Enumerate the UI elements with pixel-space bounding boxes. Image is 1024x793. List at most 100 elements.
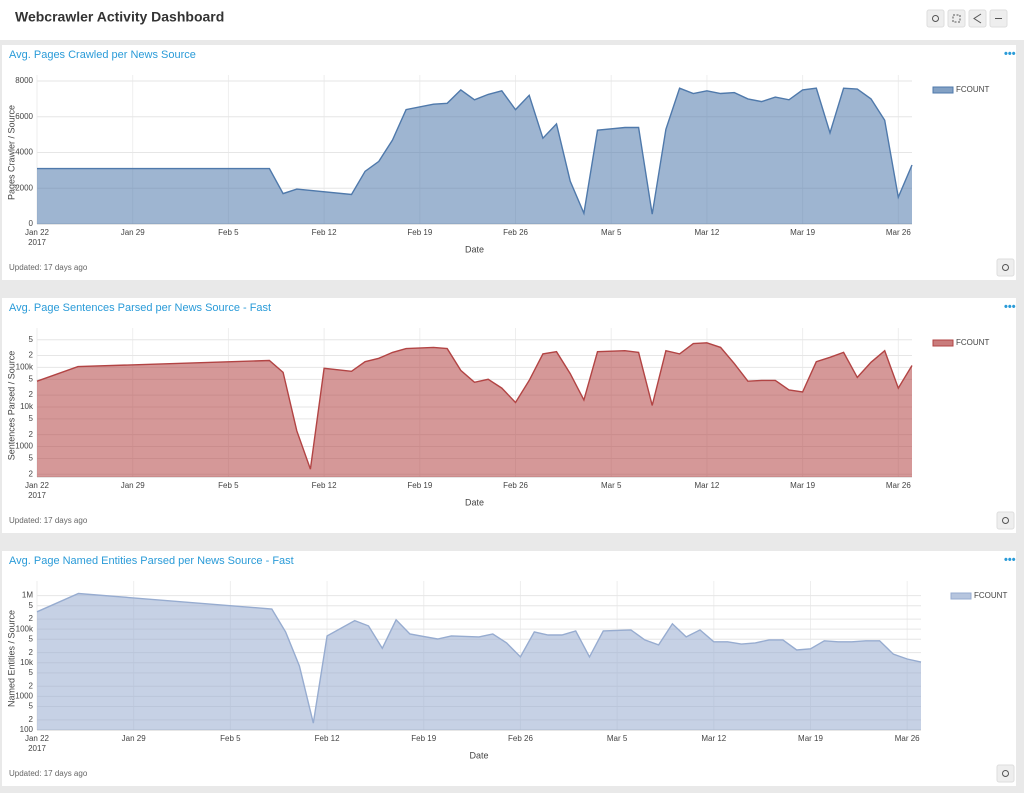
legend-label: FCOUNT <box>956 85 989 94</box>
legend-swatch <box>932 339 954 347</box>
panel-refresh-icon <box>1002 517 1009 524</box>
refresh-icon <box>932 15 939 22</box>
x-axis-label: Date <box>465 497 484 507</box>
panel-title: Avg. Page Sentences Parsed per News Sour… <box>9 302 271 314</box>
y-tick-label: 10k <box>20 402 34 411</box>
y-axis-label: Sentences Parsed / Source <box>6 351 16 461</box>
x-tick-label: Jan 22 <box>25 228 50 237</box>
x-tick-label: Feb 26 <box>503 228 528 237</box>
y-tick-label: 2000 <box>15 183 33 192</box>
fullscreen-icon <box>952 14 961 23</box>
x-tick-label: Jan 22 <box>25 734 50 743</box>
x-tick-label: Mar 26 <box>886 481 911 490</box>
x-tick-year: 2017 <box>28 744 46 753</box>
y-tick-label: 1000 <box>15 442 33 451</box>
panel-refresh-button[interactable] <box>996 511 1015 530</box>
x-tick-label: Feb 5 <box>218 481 239 490</box>
y-tick-label: 5 <box>29 414 34 423</box>
x-tick-label: Feb 19 <box>407 228 432 237</box>
panel-refresh-button[interactable] <box>996 258 1015 277</box>
fullscreen-button[interactable] <box>947 9 966 28</box>
x-tick-year: 2017 <box>28 238 46 247</box>
y-tick-label: 0 <box>29 219 34 228</box>
legend-label: FCOUNT <box>956 338 989 347</box>
panel: Avg. Page Named Entities Parsed per News… <box>2 551 1016 786</box>
x-tick-label: Feb 5 <box>220 734 241 743</box>
y-tick-label: 100k <box>16 363 34 372</box>
y-tick-label: 10k <box>20 658 34 667</box>
y-tick-label: 5 <box>29 702 34 711</box>
x-tick-year: 2017 <box>28 491 46 500</box>
x-tick-label: Mar 12 <box>701 734 726 743</box>
refresh-button[interactable] <box>926 9 945 28</box>
y-axis-label: Named Entities / Source <box>6 610 16 707</box>
y-tick-label: 1000 <box>15 692 33 701</box>
y-tick-label: 5 <box>29 454 34 463</box>
panel: Avg. Pages Crawled per News Source ••• Jan… <box>2 45 1016 280</box>
x-tick-label: Feb 19 <box>407 481 432 490</box>
y-tick-label: 6000 <box>15 112 33 121</box>
y-tick-label: 100 <box>20 725 34 734</box>
legend-swatch <box>932 86 954 94</box>
y-tick-label: 2 <box>29 469 34 478</box>
panel-refresh-icon <box>1002 770 1009 777</box>
x-tick-label: Jan 29 <box>122 734 147 743</box>
y-tick-label: 2 <box>29 681 34 690</box>
x-tick-label: Mar 26 <box>886 228 911 237</box>
y-tick-label: 5 <box>29 634 34 643</box>
area-fill <box>37 593 921 730</box>
x-tick-label: Mar 26 <box>895 734 920 743</box>
y-tick-label: 2 <box>29 614 34 623</box>
y-tick-label: 5 <box>29 374 34 383</box>
panel-menu[interactable]: ••• <box>1004 301 1016 313</box>
share-button[interactable] <box>968 9 987 28</box>
y-tick-label: 5 <box>29 335 34 344</box>
area-line <box>36 592 922 724</box>
x-tick-label: Mar 19 <box>798 734 823 743</box>
x-axis-label: Date <box>465 244 484 254</box>
area-fill <box>37 342 912 477</box>
x-tick-label: Mar 5 <box>607 734 628 743</box>
panel-footer: Updated: 17 days ago <box>9 769 88 778</box>
panel-title: Avg. Pages Crawled per News Source <box>9 49 196 61</box>
panel-footer: Updated: 17 days ago <box>9 516 88 525</box>
panel: Avg. Page Sentences Parsed per News Sour… <box>2 298 1016 533</box>
area-line <box>37 87 913 216</box>
x-tick-label: Feb 5 <box>218 228 239 237</box>
x-tick-label: Feb 12 <box>315 734 340 743</box>
dashboard-title: Webcrawler Activity Dashboard <box>15 9 224 25</box>
y-tick-label: 2 <box>29 430 34 439</box>
x-tick-label: Mar 19 <box>790 481 815 490</box>
x-tick-label: Feb 19 <box>411 734 436 743</box>
x-tick-label: Feb 12 <box>312 228 337 237</box>
header-bar <box>0 0 1024 40</box>
x-tick-label: Mar 19 <box>790 228 815 237</box>
y-tick-label: 1M <box>22 591 33 600</box>
y-tick-label: 100k <box>16 624 34 633</box>
y-tick-label: 2 <box>29 715 34 724</box>
panel-menu[interactable]: ••• <box>1004 48 1016 60</box>
y-tick-label: 2 <box>29 351 34 360</box>
x-tick-label: Feb 26 <box>503 481 528 490</box>
y-tick-label: 5 <box>29 601 34 610</box>
share-icon <box>973 13 982 24</box>
x-tick-label: Mar 12 <box>694 481 719 490</box>
y-tick-label: 5 <box>29 668 34 677</box>
x-tick-label: Mar 12 <box>694 228 719 237</box>
header-buttons <box>926 9 1008 28</box>
area-fill <box>37 88 912 224</box>
panel-refresh-button[interactable] <box>996 764 1015 783</box>
legend-label: FCOUNT <box>974 591 1007 600</box>
x-axis-label: Date <box>469 750 488 760</box>
x-tick-label: Mar 5 <box>601 228 622 237</box>
y-tick-label: 2 <box>29 648 34 657</box>
panel-menu[interactable]: ••• <box>1004 554 1016 566</box>
x-tick-label: Feb 26 <box>508 734 533 743</box>
panel-refresh-icon <box>1002 264 1009 271</box>
x-tick-label: Jan 22 <box>25 481 50 490</box>
y-axis-label: Pages Crawler / Source <box>6 105 16 200</box>
y-tick-label: 4000 <box>15 148 33 157</box>
x-tick-label: Feb 12 <box>312 481 337 490</box>
y-tick-label: 8000 <box>15 76 33 85</box>
